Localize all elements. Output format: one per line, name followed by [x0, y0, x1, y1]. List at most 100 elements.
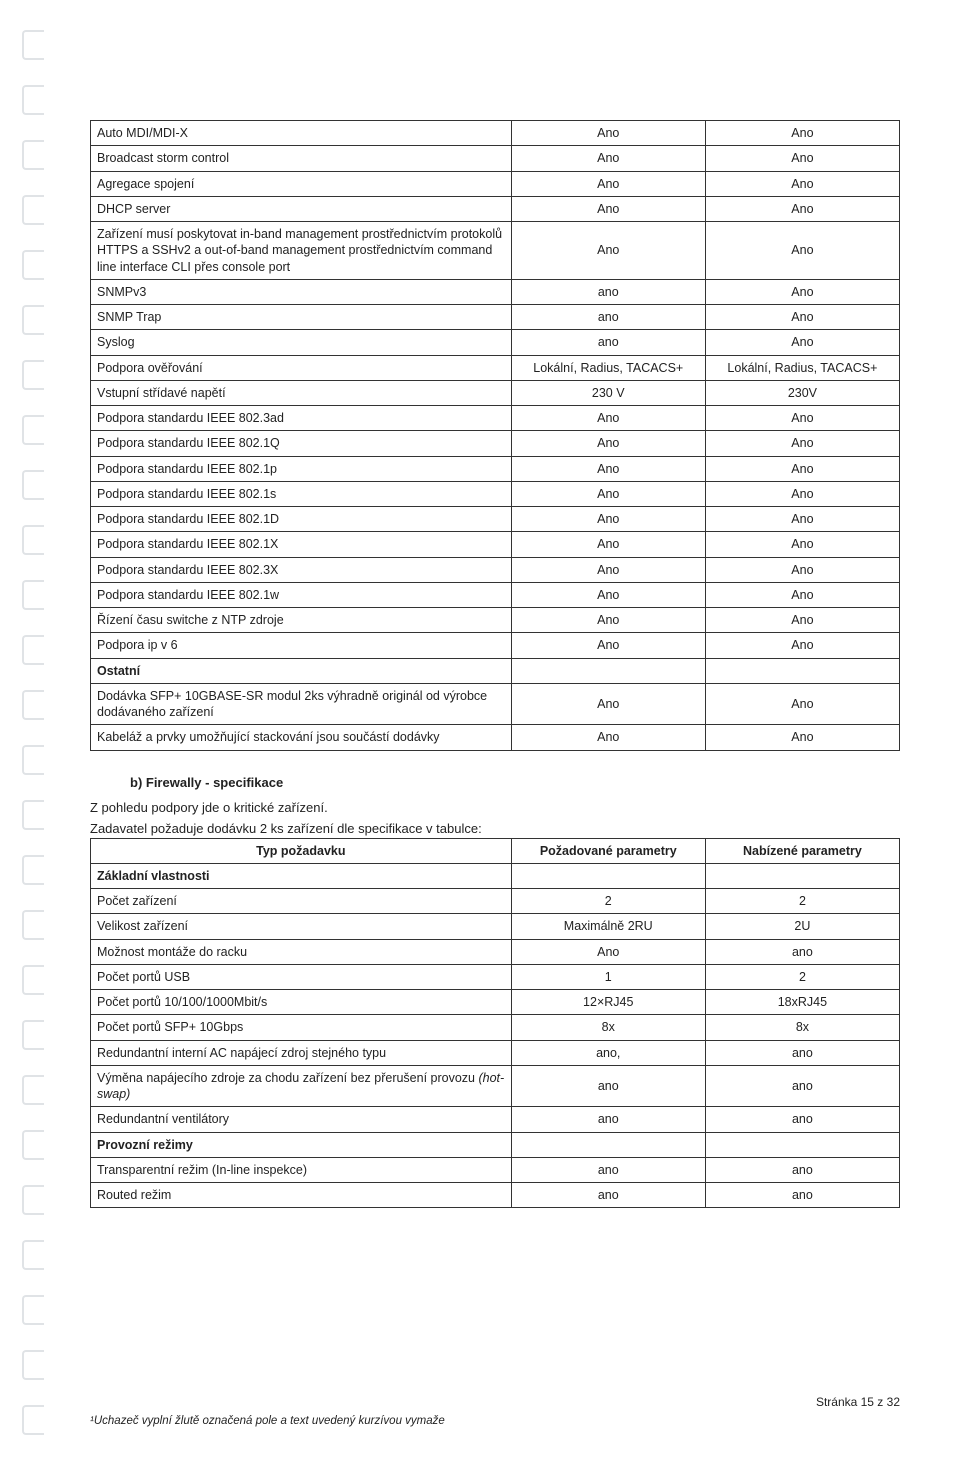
cell-required-param: Ano: [511, 196, 705, 221]
table-row: Řízení času switche z NTP zdrojeAnoAno: [91, 608, 900, 633]
binder-mark: [22, 580, 44, 610]
cell-offered-param: Ano: [705, 330, 899, 355]
page-footer: Stránka 15 z 32 ¹Uchazeč vyplní žlutě oz…: [90, 1395, 900, 1427]
footnote-text: Uchazeč vyplní žlutě označená pole a tex…: [94, 1415, 445, 1427]
cell-requirement: Redundantní interní AC napájecí zdroj st…: [91, 1040, 512, 1065]
cell-offered-param: Ano: [705, 146, 899, 171]
cell-requirement: Počet portů SFP+ 10Gbps: [91, 1015, 512, 1040]
cell-required-param: Ano: [511, 456, 705, 481]
table-row: Broadcast storm controlAnoAno: [91, 146, 900, 171]
cell-requirement: Možnost montáže do racku: [91, 939, 512, 964]
cell-offered-param: Ano: [705, 608, 899, 633]
binder-mark: [22, 1405, 44, 1435]
cell-requirement: DHCP server: [91, 196, 512, 221]
binder-mark: [22, 360, 44, 390]
binder-mark: [22, 910, 44, 940]
table-row: Počet portů SFP+ 10Gbps8x8x: [91, 1015, 900, 1040]
binder-mark: [22, 30, 44, 60]
binder-mark: [22, 855, 44, 885]
table-header-row: Typ požadavku Požadované parametry Nabíz…: [91, 838, 900, 863]
cell-offered-param: [705, 658, 899, 683]
section-heading-b: b) Firewally - specifikace: [130, 775, 900, 790]
table-row: Redundantní ventilátoryanoano: [91, 1107, 900, 1132]
cell-offered-param: Lokální, Radius, TACACS+: [705, 355, 899, 380]
cell-requirement: Broadcast storm control: [91, 146, 512, 171]
cell-required-param: Ano: [511, 608, 705, 633]
cell-required-param: ano: [511, 330, 705, 355]
cell-offered-param: Ano: [705, 305, 899, 330]
cell-required-param: ano: [511, 279, 705, 304]
cell-required-param: [511, 863, 705, 888]
cell-required-param: Ano: [511, 557, 705, 582]
cell-offered-param: 18xRJ45: [705, 990, 899, 1015]
binder-mark: [22, 800, 44, 830]
document-page: Auto MDI/MDI-XAnoAnoBroadcast storm cont…: [0, 0, 960, 1461]
table-row: Podpora standardu IEEE 802.1QAnoAno: [91, 431, 900, 456]
table-row: Základní vlastnosti: [91, 863, 900, 888]
cell-offered-param: Ano: [705, 406, 899, 431]
table-row: Vstupní střídavé napětí230 V230V: [91, 380, 900, 405]
cell-offered-param: Ano: [705, 456, 899, 481]
table-row: Agregace spojeníAnoAno: [91, 171, 900, 196]
table-row: Velikost zařízeníMaximálně 2RU2U: [91, 914, 900, 939]
intro-line-2: Zadavatel požaduje dodávku 2 ks zařízení…: [90, 821, 900, 836]
cell-offered-param: Ano: [705, 557, 899, 582]
cell-requirement: Podpora standardu IEEE 802.3ad: [91, 406, 512, 431]
cell-requirement: Agregace spojení: [91, 171, 512, 196]
cell-offered-param: Ano: [705, 222, 899, 280]
table-row: Provozní režimy: [91, 1132, 900, 1157]
binder-mark: [22, 415, 44, 445]
footnote: ¹Uchazeč vyplní žlutě označená pole a te…: [90, 1409, 900, 1427]
cell-requirement: SNMPv3: [91, 279, 512, 304]
table-row: Podpora standardu IEEE 802.1XAnoAno: [91, 532, 900, 557]
cell-requirement: Auto MDI/MDI-X: [91, 121, 512, 146]
cell-required-param: [511, 1132, 705, 1157]
cell-required-param: ano: [511, 1107, 705, 1132]
cell-required-param: 12×RJ45: [511, 990, 705, 1015]
cell-required-param: Ano: [511, 582, 705, 607]
cell-required-param: ano,: [511, 1040, 705, 1065]
binder-mark: [22, 745, 44, 775]
binder-mark: [22, 525, 44, 555]
table-row: Počet portů USB12: [91, 964, 900, 989]
cell-offered-param: Ano: [705, 507, 899, 532]
binder-mark: [22, 1130, 44, 1160]
cell-requirement: Podpora standardu IEEE 802.1p: [91, 456, 512, 481]
cell-required-param: Ano: [511, 507, 705, 532]
cell-required-param: Ano: [511, 725, 705, 750]
cell-required-param: Ano: [511, 633, 705, 658]
table-row: Zařízení musí poskytovat in-band managem…: [91, 222, 900, 280]
cell-requirement: Podpora standardu IEEE 802.1s: [91, 481, 512, 506]
cell-requirement: Zařízení musí poskytovat in-band managem…: [91, 222, 512, 280]
table-row: Výměna napájecího zdroje za chodu zaříze…: [91, 1065, 900, 1107]
cell-requirement: Kabeláž a prvky umožňující stackování js…: [91, 725, 512, 750]
cell-required-param: Ano: [511, 683, 705, 725]
binder-mark: [22, 1240, 44, 1270]
cell-requirement: Redundantní ventilátory: [91, 1107, 512, 1132]
cell-requirement: Podpora standardu IEEE 802.1Q: [91, 431, 512, 456]
header-col-1: Typ požadavku: [91, 838, 512, 863]
cell-offered-param: [705, 1132, 899, 1157]
table-row: Možnost montáže do rackuAnoano: [91, 939, 900, 964]
cell-offered-param: ano: [705, 1040, 899, 1065]
cell-required-param: 8x: [511, 1015, 705, 1040]
table-row: Auto MDI/MDI-XAnoAno: [91, 121, 900, 146]
cell-requirement: Podpora standardu IEEE 802.1w: [91, 582, 512, 607]
table-row: SNMP TrapanoAno: [91, 305, 900, 330]
cell-required-param: Ano: [511, 939, 705, 964]
binder-mark: [22, 470, 44, 500]
cell-offered-param: Ano: [705, 481, 899, 506]
table-row: Kabeláž a prvky umožňující stackování js…: [91, 725, 900, 750]
cell-offered-param: ano: [705, 1107, 899, 1132]
table-row: Podpora standardu IEEE 802.3XAnoAno: [91, 557, 900, 582]
cell-requirement: Podpora standardu IEEE 802.3X: [91, 557, 512, 582]
spec-table-continuation: Auto MDI/MDI-XAnoAnoBroadcast storm cont…: [90, 120, 900, 751]
binder-marks: [22, 20, 52, 1440]
binder-mark: [22, 305, 44, 335]
cell-required-param: ano: [511, 1065, 705, 1107]
table-row: Podpora standardu IEEE 802.1wAnoAno: [91, 582, 900, 607]
cell-required-param: ano: [511, 1157, 705, 1182]
binder-mark: [22, 85, 44, 115]
cell-requirement: Počet portů 10/100/1000Mbit/s: [91, 990, 512, 1015]
firewall-spec-table: Typ požadavku Požadované parametry Nabíz…: [90, 838, 900, 1209]
